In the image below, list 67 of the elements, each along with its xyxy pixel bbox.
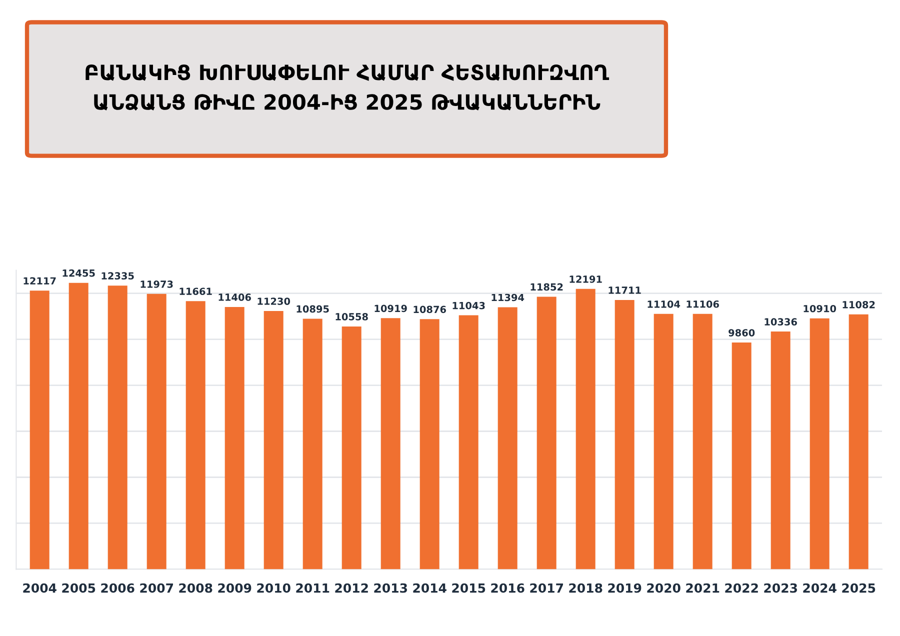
x-tick-label: 2009 — [218, 583, 252, 593]
data-label: 11082 — [842, 301, 875, 308]
bar — [654, 314, 674, 570]
x-tick-label: 2007 — [140, 583, 173, 593]
data-label: 12335 — [102, 272, 134, 280]
x-tick-label: 2012 — [335, 583, 368, 593]
bar — [224, 306, 244, 570]
bar — [458, 315, 478, 570]
bar — [108, 286, 128, 570]
x-tick-label: 2020 — [647, 583, 680, 593]
data-label: 12191 — [570, 276, 602, 283]
bar — [30, 290, 50, 570]
x-tick-label: 2022 — [725, 583, 758, 593]
data-label: 11106 — [686, 300, 719, 308]
bar — [498, 307, 518, 570]
data-label: 9860 — [728, 329, 755, 336]
bar — [576, 288, 596, 570]
bar — [146, 294, 166, 570]
data-label: 12455 — [62, 269, 95, 277]
data-label: 10876 — [414, 306, 446, 314]
data-label: 10910 — [804, 304, 836, 312]
bar — [186, 301, 206, 570]
bar — [536, 296, 556, 570]
bar — [614, 300, 634, 570]
x-tick-label: 2015 — [452, 583, 486, 593]
x-tick-label: 2016 — [491, 583, 524, 593]
data-label: 10558 — [336, 313, 368, 320]
x-tick-label: 2013 — [374, 583, 407, 593]
data-label: 11230 — [258, 298, 290, 305]
x-tick-label: 2004 — [23, 583, 56, 593]
data-label: 11043 — [452, 302, 485, 310]
x-tick-label: 2018 — [569, 583, 602, 593]
x-tick-label: 2025 — [842, 583, 876, 593]
data-label: 12117 — [24, 277, 56, 284]
x-tick-label: 2017 — [530, 583, 563, 593]
data-label: 10919 — [374, 304, 407, 312]
x-tick-label: 2019 — [608, 583, 642, 593]
data-label: 11406 — [218, 294, 251, 301]
x-tick-label: 2008 — [179, 583, 212, 593]
bar — [848, 314, 868, 570]
x-tick-label: 2023 — [764, 583, 797, 593]
x-tick-label: 2011 — [296, 583, 330, 593]
x-tick-label: 2005 — [62, 583, 96, 593]
data-label: 10336 — [764, 318, 797, 326]
bar — [810, 318, 830, 570]
x-tick-label: 2021 — [686, 583, 720, 593]
bar — [380, 318, 400, 570]
bar — [692, 314, 712, 570]
x-tick-label: 2024 — [803, 583, 836, 593]
data-label: 11394 — [492, 294, 524, 302]
data-label: 11711 — [608, 286, 641, 294]
bar — [302, 318, 322, 570]
x-tick-label: 2006 — [101, 583, 134, 593]
bar — [264, 311, 284, 570]
bar — [770, 332, 790, 570]
x-tick-label: 2010 — [257, 583, 290, 593]
bar — [342, 326, 362, 570]
bar — [420, 319, 440, 570]
data-label: 11852 — [530, 283, 563, 291]
data-label: 11973 — [140, 280, 173, 288]
data-label: 11104 — [648, 300, 680, 308]
chart-title: ԲԱՆԱԿԻՑ ԽՈՒՍԱՓԵԼՈՒ ՀԱՄԱՐ ՀԵՏԱԽՈՒԶՎՈՂ ԱՆՁԱՆՑ ԹԻՎԸ 2004-ԻՑ 2025 ԹՎԱԿԱՆՆԵՐԻՆ — [86, 64, 610, 111]
bar — [732, 342, 752, 570]
data-label: 10895 — [296, 305, 329, 313]
x-tick-label: 2014 — [413, 583, 446, 593]
bar — [68, 282, 88, 570]
data-label: 11661 — [180, 288, 212, 296]
